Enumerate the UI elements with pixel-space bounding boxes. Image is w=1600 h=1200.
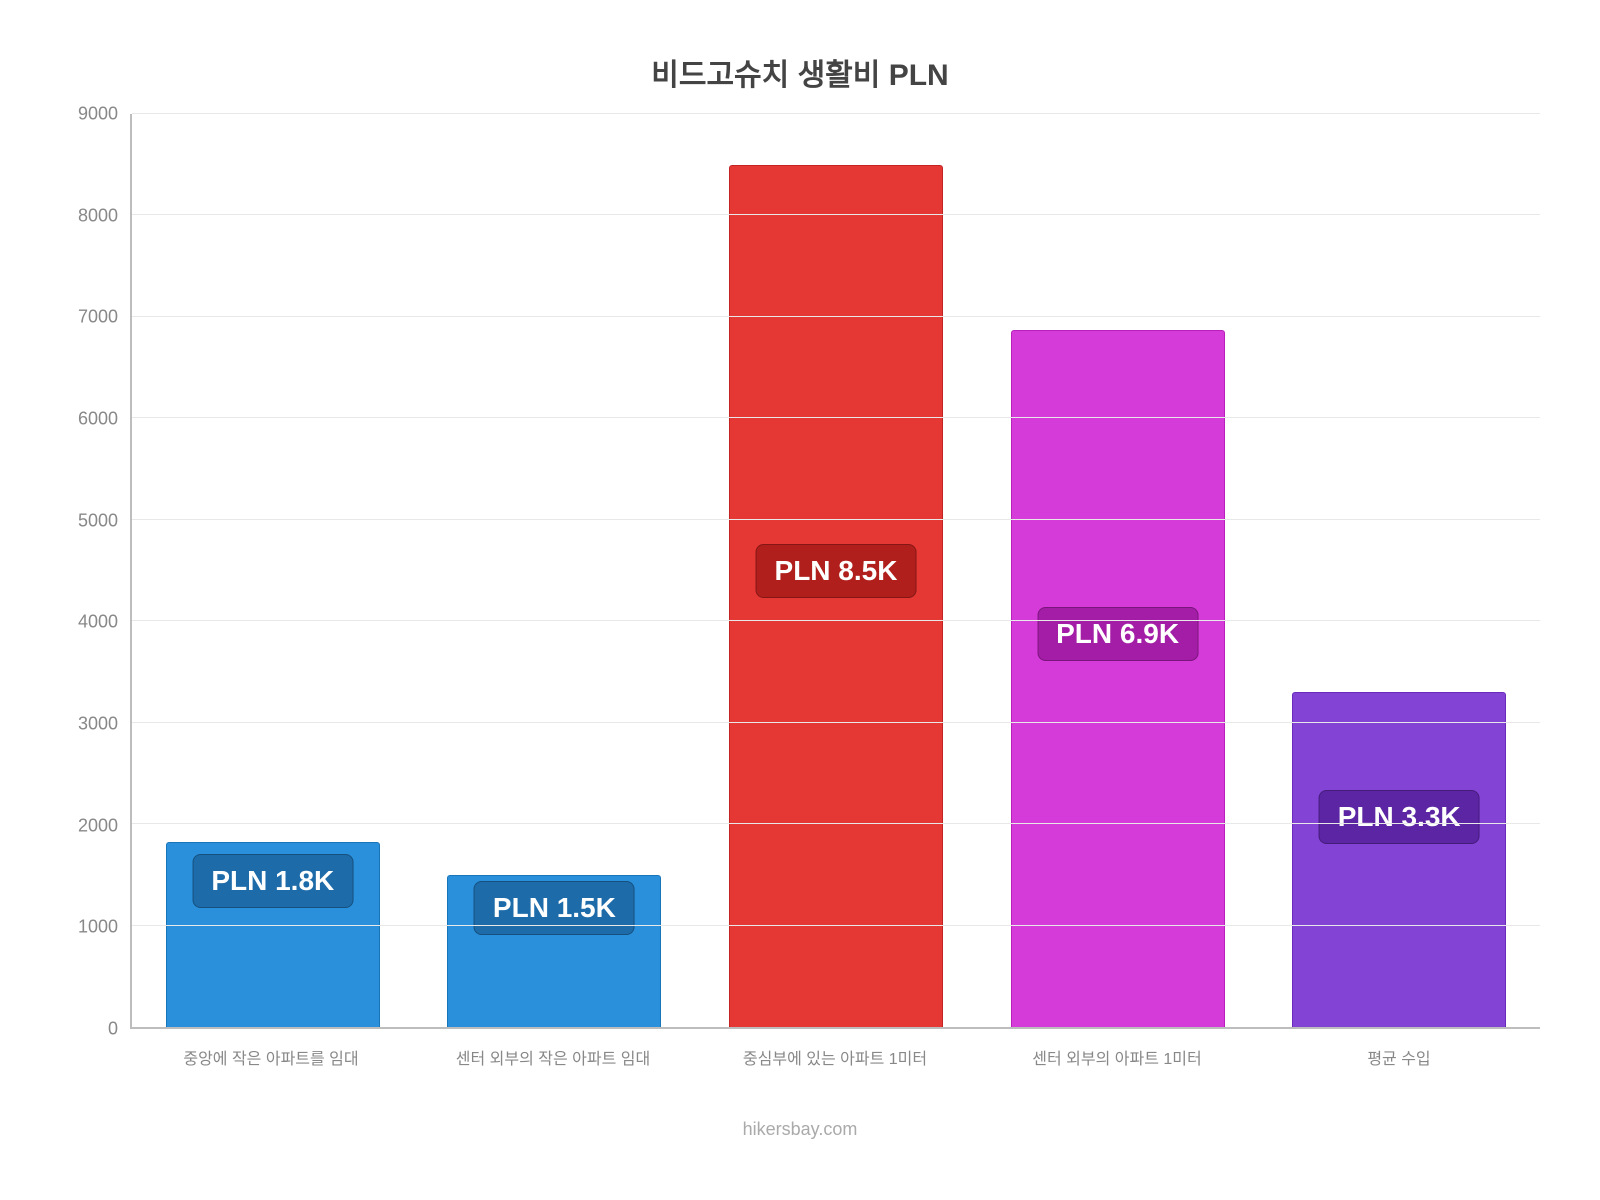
bar-slot: PLN 6.9K [977, 114, 1259, 1027]
x-tick-label: 센터 외부의 아파트 1미터 [976, 1029, 1258, 1069]
y-tick-label: 4000 [78, 612, 118, 633]
y-axis: 0100020003000400050006000700080009000 [60, 114, 130, 1029]
x-tick-label: 평균 수입 [1258, 1029, 1540, 1069]
gridline [132, 214, 1540, 215]
y-tick-label: 5000 [78, 510, 118, 531]
gridline [132, 519, 1540, 520]
gridline [132, 620, 1540, 621]
gridline [132, 823, 1540, 824]
plot-area: PLN 1.8K PLN 1.5K PLN 8.5K PLN 6.9K PLN 3.3K [130, 114, 1540, 1029]
bar-slot: PLN 1.5K [414, 114, 696, 1027]
bar-slot: PLN 8.5K [695, 114, 977, 1027]
gridline [132, 925, 1540, 926]
plot-row: 0100020003000400050006000700080009000 PL… [60, 114, 1540, 1029]
value-badge: PLN 6.9K [1037, 607, 1198, 661]
bar-slot: PLN 3.3K [1258, 114, 1540, 1027]
bar [1292, 692, 1506, 1027]
chart-container: 비드고슈치 생활비 PLN 0 1000 2000 3000 4000 5000 6000 7… [0, 0, 1600, 1200]
y-tick-label: 2000 [78, 815, 118, 836]
gridline [132, 113, 1540, 114]
gridline [132, 316, 1540, 317]
value-badge: PLN 1.8K [192, 854, 353, 908]
gridline [132, 417, 1540, 418]
y-tick-label: 1000 [78, 917, 118, 938]
x-tick-label: 센터 외부의 작은 아파트 임대 [412, 1029, 694, 1069]
y-tick-label: 6000 [78, 409, 118, 430]
y-tick-label: 7000 [78, 307, 118, 328]
bars-layer: PLN 1.8K PLN 1.5K PLN 8.5K PLN 6.9K PLN 3.3K [132, 114, 1540, 1027]
chart-title: 비드고슈치 생활비 PLN [60, 50, 1540, 94]
value-badge: PLN 1.5K [474, 881, 635, 935]
value-badge: PLN 3.3K [1319, 790, 1480, 844]
x-tick-label: 중심부에 있는 아파트 1미터 [694, 1029, 976, 1069]
gridline [132, 722, 1540, 723]
value-badge: PLN 8.5K [756, 544, 917, 598]
y-tick-label: 9000 [78, 104, 118, 125]
x-tick-label: 중앙에 작은 아파트를 임대 [130, 1029, 412, 1069]
y-tick-label: 0 [108, 1019, 118, 1040]
x-axis: 중앙에 작은 아파트를 임대센터 외부의 작은 아파트 임대중심부에 있는 아파… [130, 1029, 1540, 1069]
y-tick-label: 8000 [78, 205, 118, 226]
bar [1011, 330, 1225, 1027]
bar-slot: PLN 1.8K [132, 114, 414, 1027]
source-attribution: hikersbay.com [60, 1119, 1540, 1140]
y-tick-label: 3000 [78, 714, 118, 735]
